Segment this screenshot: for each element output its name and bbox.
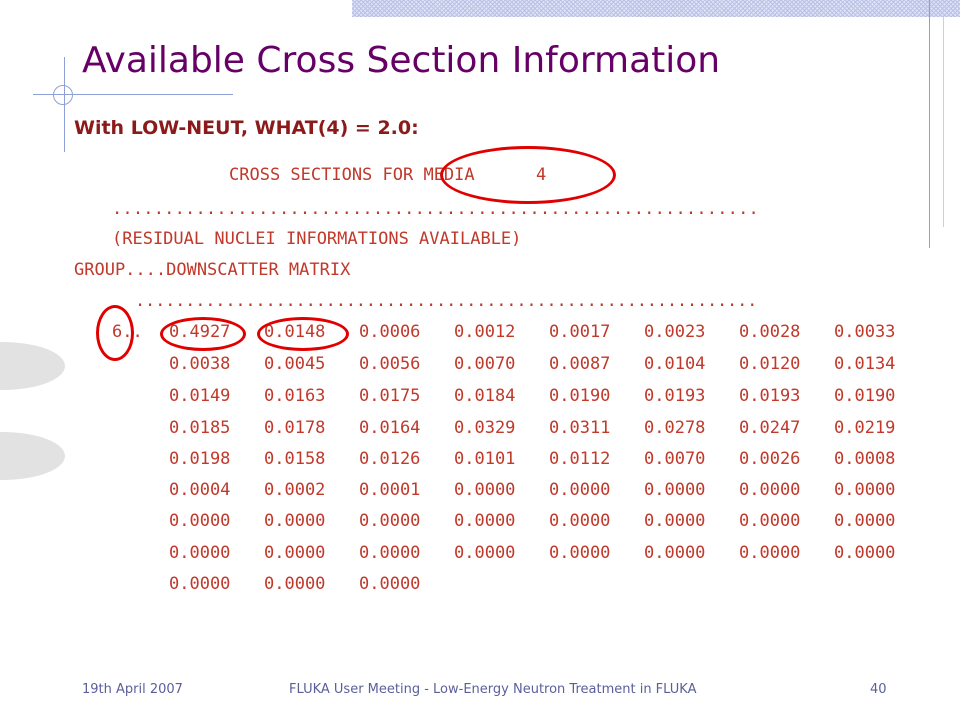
- matrix-cell: 0.0000: [834, 511, 896, 531]
- matrix-cell: 0.0070: [644, 449, 706, 469]
- matrix-cell: 0.0038: [169, 354, 231, 374]
- matrix-cell: 0.0023: [644, 322, 706, 342]
- matrix-cell: 0.0000: [264, 574, 326, 594]
- matrix-cell: 0.0178: [264, 418, 326, 438]
- matrix-cell: 0.0190: [834, 386, 896, 406]
- matrix-cell: 0.0120: [739, 354, 801, 374]
- matrix-cell: 0.0000: [454, 543, 516, 563]
- slide-subtitle: With LOW-NEUT, WHAT(4) = 2.0:: [74, 117, 419, 139]
- matrix-cell: 0.0000: [549, 543, 611, 563]
- matrix-cell: 0.0000: [739, 543, 801, 563]
- matrix-cell: 0.0164: [359, 418, 421, 438]
- footer-date: 19th April 2007: [82, 682, 183, 697]
- matrix-cell: 0.0000: [834, 480, 896, 500]
- crosshair-circle-icon: [53, 85, 73, 105]
- decorative-line-right-1: [929, 0, 930, 248]
- matrix-cell: 0.0004: [169, 480, 231, 500]
- matrix-cell: 0.0000: [169, 574, 231, 594]
- matrix-cell: 0.0175: [359, 386, 421, 406]
- highlight-ring-media: [440, 146, 616, 204]
- matrix-cell: 0.0000: [644, 480, 706, 500]
- matrix-cell: 0.0163: [264, 386, 326, 406]
- matrix-cell: 0.0000: [454, 480, 516, 500]
- matrix-cell: 0.0000: [359, 543, 421, 563]
- matrix-cell: 0.0193: [739, 386, 801, 406]
- matrix-cell: 0.0000: [739, 480, 801, 500]
- matrix-cell: 0.0247: [739, 418, 801, 438]
- matrix-cell: 0.0000: [549, 511, 611, 531]
- matrix-cell: 0.0000: [169, 543, 231, 563]
- matrix-cell: 0.0033: [834, 322, 896, 342]
- matrix-cell: 0.0198: [169, 449, 231, 469]
- matrix-cell: 0.0311: [549, 418, 611, 438]
- matrix-cell: 0.0026: [739, 449, 801, 469]
- matrix-cell: 0.0056: [359, 354, 421, 374]
- highlight-ring-group: [96, 305, 134, 361]
- matrix-cell: 0.0149: [169, 386, 231, 406]
- matrix-cell: 0.0017: [549, 322, 611, 342]
- highlight-ring-value-1: [160, 317, 246, 351]
- printout-dots-line-1: ........................................…: [112, 199, 759, 219]
- matrix-cell: 0.0193: [644, 386, 706, 406]
- slide-title: Available Cross Section Information: [82, 40, 721, 81]
- matrix-cell: 0.0112: [549, 449, 611, 469]
- printout-dots-line-2: ........................................…: [135, 291, 758, 311]
- matrix-cell: 0.0219: [834, 418, 896, 438]
- decorative-grey-swoosh-1: [0, 342, 65, 390]
- matrix-cell: 0.0070: [454, 354, 516, 374]
- matrix-cell: 0.0101: [454, 449, 516, 469]
- matrix-cell: 0.0278: [644, 418, 706, 438]
- matrix-cell: 0.0134: [834, 354, 896, 374]
- matrix-cell: 0.0000: [834, 543, 896, 563]
- matrix-cell: 0.0000: [644, 511, 706, 531]
- footer-title: FLUKA User Meeting - Low-Energy Neutron …: [289, 682, 697, 697]
- matrix-cell: 0.0000: [549, 480, 611, 500]
- matrix-cell: 0.0045: [264, 354, 326, 374]
- matrix-cell: 0.0087: [549, 354, 611, 374]
- highlight-ring-value-2: [257, 317, 349, 351]
- matrix-cell: 0.0012: [454, 322, 516, 342]
- matrix-cell: 0.0190: [549, 386, 611, 406]
- matrix-cell: 0.0185: [169, 418, 231, 438]
- matrix-cell: 0.0008: [834, 449, 896, 469]
- matrix-cell: 0.0002: [264, 480, 326, 500]
- matrix-cell: 0.0000: [454, 511, 516, 531]
- matrix-cell: 0.0000: [264, 543, 326, 563]
- matrix-cell: 0.0000: [264, 511, 326, 531]
- matrix-cell: 0.0000: [739, 511, 801, 531]
- page-number: 40: [870, 682, 887, 697]
- matrix-cell: 0.0000: [359, 574, 421, 594]
- printout-header-line: CROSS SECTIONS FOR MEDIA 4: [229, 165, 547, 185]
- matrix-cell: 0.0329: [454, 418, 516, 438]
- matrix-cell: 0.0001: [359, 480, 421, 500]
- matrix-cell: 0.0184: [454, 386, 516, 406]
- matrix-cell: 0.0000: [169, 511, 231, 531]
- decorative-line-right-2: [943, 17, 944, 227]
- matrix-cell: 0.0126: [359, 449, 421, 469]
- printout-residual-line: (RESIDUAL NUCLEI INFORMATIONS AVAILABLE): [112, 229, 522, 249]
- matrix-cell: 0.0000: [644, 543, 706, 563]
- matrix-cell: 0.0006: [359, 322, 421, 342]
- printout-group-header: GROUP....DOWNSCATTER MATRIX: [74, 260, 351, 280]
- decorative-hatch-band: [352, 0, 960, 17]
- matrix-cell: 0.0000: [359, 511, 421, 531]
- decorative-line-horizontal: [33, 94, 233, 95]
- matrix-cell: 0.0158: [264, 449, 326, 469]
- decorative-grey-swoosh-2: [0, 432, 65, 480]
- matrix-cell: 0.0104: [644, 354, 706, 374]
- matrix-cell: 0.0028: [739, 322, 801, 342]
